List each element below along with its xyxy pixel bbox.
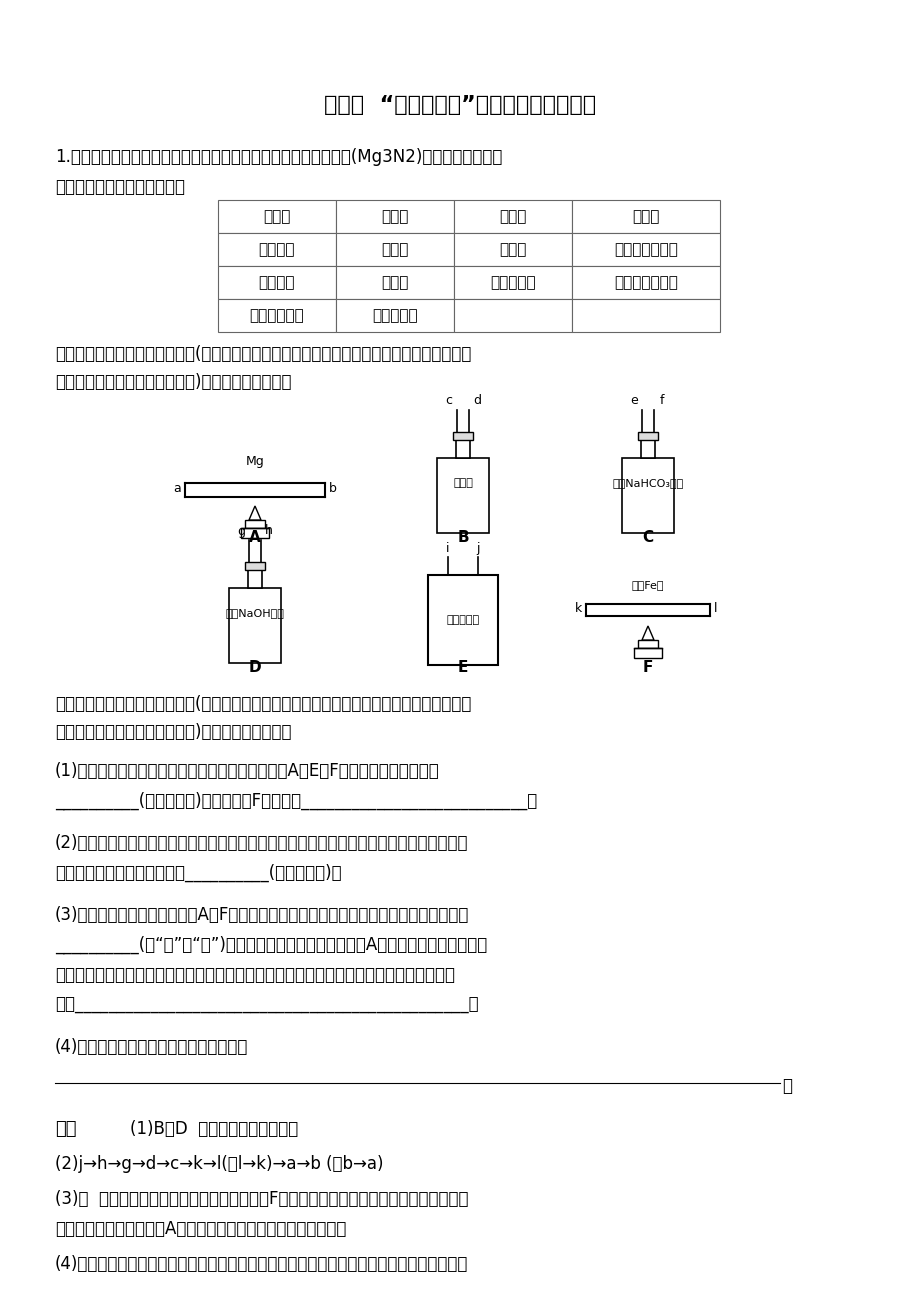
Text: 整套装置的末端与干燥管相连接)，请回答下列问题：: 整套装置的末端与干燥管相连接)，请回答下列问题： — [55, 723, 291, 741]
Bar — [453, 266, 572, 299]
Text: 氢氧化镁和氨气: 氢氧化镁和氨气 — [613, 275, 677, 290]
Text: e: e — [630, 395, 637, 408]
Bar — [218, 233, 335, 266]
Text: 可供选择的装置和药品如图所示(镁粉和还原铁粉均已干燥，装置内所发生的反应都是完全的，: 可供选择的装置和药品如图所示(镁粉和还原铁粉均已干燥，装置内所发生的反应都是完全… — [55, 345, 471, 363]
Text: A: A — [249, 530, 261, 546]
Text: Mg: Mg — [245, 454, 264, 467]
Text: l: l — [713, 602, 717, 615]
Bar — [335, 233, 453, 266]
Text: (2)j→h→g→d→c→k→l(或l→k)→a→b (或b→a): (2)j→h→g→d→c→k→l(或l→k)→a→b (或b→a) — [55, 1155, 383, 1173]
Text: 能除尽，导致氧气与装置A中的镁粉反应，使部分镁生成了氧化镁: 能除尽，导致氧气与装置A中的镁粉反应，使部分镁生成了氧化镁 — [55, 1220, 346, 1238]
Bar — [452, 431, 472, 440]
Text: 镁和氮气: 镁和氮气 — [258, 275, 295, 290]
Text: b: b — [329, 482, 336, 495]
Bar — [244, 561, 265, 569]
Bar — [572, 266, 720, 299]
Text: F: F — [642, 660, 652, 674]
Text: 答案: 答案 — [55, 1120, 76, 1138]
Bar — [453, 233, 572, 266]
Bar — [218, 266, 335, 299]
Text: 浓硫酸: 浓硫酸 — [452, 478, 472, 488]
Bar — [241, 529, 268, 538]
Text: 氮化镁和水: 氮化镁和水 — [490, 275, 535, 290]
Bar — [427, 575, 497, 665]
Text: h: h — [265, 525, 273, 538]
Bar — [633, 648, 662, 658]
Text: 空气储气瓶: 空气储气瓶 — [446, 615, 479, 625]
Text: (3)通入气体后，如果同时点燃A、F装置的酒精灯，对实验结果中所得产品的质量比理论值: (3)通入气体后，如果同时点燃A、F装置的酒精灯，对实验结果中所得产品的质量比理… — [55, 906, 469, 924]
Text: E: E — [458, 660, 468, 674]
Text: C: C — [641, 530, 652, 546]
Text: k: k — [574, 602, 582, 615]
Text: 生成物: 生成物 — [380, 210, 408, 224]
Text: a: a — [173, 482, 181, 495]
Bar — [229, 587, 280, 663]
Text: 。: 。 — [781, 1077, 791, 1095]
Bar — [218, 299, 335, 332]
Text: 置，则气流流经导管的顺序是__________(填字母代号)。: 置，则气流流经导管的顺序是__________(填字母代号)。 — [55, 865, 341, 883]
Bar — [244, 519, 265, 529]
Text: d: d — [472, 395, 481, 408]
Text: (2)连接并检查装置的气密性。实验开始时，打开自来水的开关，将空气从储气瓶压入反应装: (2)连接并检查装置的气密性。实验开始时，打开自来水的开关，将空气从储气瓶压入反… — [55, 835, 468, 852]
Bar — [641, 440, 654, 457]
Text: 饱和NaOH溶液: 饱和NaOH溶液 — [225, 608, 284, 618]
Text: 整套装置的末端与干燥管相连接)，请回答下列问题：: 整套装置的末端与干燥管相连接)，请回答下列问题： — [55, 372, 291, 391]
Polygon shape — [641, 626, 653, 641]
Text: 条件下可能发生的以下反应：: 条件下可能发生的以下反应： — [55, 178, 185, 197]
Text: 有排净，其中的氧气、少量二氧化碳和水蒸气与镁反应，生成了氧化镁和氢氧化镁。另一原: 有排净，其中的氧气、少量二氧化碳和水蒸气与镁反应，生成了氧化镁和氢氧化镁。另一原 — [55, 966, 455, 984]
Bar — [637, 431, 657, 440]
Text: i: i — [446, 542, 449, 555]
Bar — [453, 201, 572, 233]
Text: 饱和NaHCO₃溶液: 饱和NaHCO₃溶液 — [612, 478, 683, 488]
Text: 氧化镁和碳: 氧化镁和碳 — [372, 309, 417, 323]
Text: g: g — [237, 525, 244, 538]
Text: 镁和水: 镁和水 — [499, 242, 526, 256]
Text: __________(填字母代号)；选择装置F的目的是___________________________。: __________(填字母代号)；选择装置F的目的是_____________… — [55, 792, 537, 810]
Bar — [335, 201, 453, 233]
Text: (4)取适量产物放入试管中，滴加蒸馏水，将湿润的红色石蕊试纸靠近试管口，如果试管中的: (4)取适量产物放入试管中，滴加蒸馏水，将湿润的红色石蕊试纸靠近试管口，如果试管… — [55, 1255, 468, 1273]
Text: __________(填“大”或“小”)，其一原因是同时点燃酒精灯，A中硬质玻璃管中的空气没: __________(填“大”或“小”)，其一原因是同时点燃酒精灯，A中硬质玻璃… — [55, 936, 487, 954]
Text: 氢氧化镁和氢气: 氢氧化镁和氢气 — [613, 242, 677, 256]
Text: 反应物: 反应物 — [499, 210, 526, 224]
Text: B: B — [457, 530, 469, 546]
Bar — [456, 440, 470, 457]
Text: 氮化镁: 氮化镁 — [380, 275, 408, 290]
Bar — [572, 299, 720, 332]
Bar — [621, 457, 674, 533]
Text: 镁和二氧化碳: 镁和二氧化碳 — [249, 309, 304, 323]
Text: 因是_______________________________________________。: 因是______________________________________… — [55, 996, 478, 1014]
Text: 生成物: 生成物 — [631, 210, 659, 224]
Bar — [335, 266, 453, 299]
Polygon shape — [249, 506, 261, 519]
Bar — [248, 569, 262, 587]
Bar — [437, 457, 489, 533]
Text: (1)为了实现实验目的，在设计实验方案时，除装置A、E、F外，还应选择的装置有: (1)为了实现实验目的，在设计实验方案时，除装置A、E、F外，还应选择的装置有 — [55, 762, 439, 780]
Text: 反应物: 反应物 — [263, 210, 290, 224]
Text: (1)B、D  为了除去空气中的氧气: (1)B、D 为了除去空气中的氧气 — [130, 1120, 298, 1138]
Text: j: j — [476, 542, 479, 555]
Text: c: c — [445, 395, 452, 408]
Text: 氧化镁: 氧化镁 — [380, 242, 408, 256]
Bar — [218, 201, 335, 233]
Bar — [572, 233, 720, 266]
Text: 可供选择的装置和药品如图所示(镁粉和还原铁粉均已干燥，装置内所发生的反应都是完全的，: 可供选择的装置和药品如图所示(镁粉和还原铁粉均已干燥，装置内所发生的反应都是完全… — [55, 695, 471, 713]
Text: 还原Fe粉: 还原Fe粉 — [631, 579, 664, 590]
Text: 镁和氧气: 镁和氧气 — [258, 242, 295, 256]
Text: (3)大  由于镁全部反应本该生成氮化镁，装置F中的还原铁粉没有达到反应温度时，氧气不: (3)大 由于镁全部反应本该生成氮化镁，装置F中的还原铁粉没有达到反应温度时，氧… — [55, 1190, 468, 1208]
Bar — [453, 299, 572, 332]
Bar — [335, 299, 453, 332]
Text: 题型四  “选择仪器型”定性、定量实验探究: 题型四 “选择仪器型”定性、定量实验探究 — [323, 95, 596, 115]
Text: 1.现拟在实验室里利用空气和镁粉为原料，制取少量纯净的氮化镁(Mg3N2)。已知实验中加热: 1.现拟在实验室里利用空气和镁粉为原料，制取少量纯净的氮化镁(Mg3N2)。已知… — [55, 148, 502, 165]
Text: f: f — [659, 395, 664, 408]
Text: (4)请设计一个实验，验证产物是氮化镁：: (4)请设计一个实验，验证产物是氮化镁： — [55, 1038, 248, 1056]
Text: D: D — [248, 660, 261, 674]
Bar — [572, 201, 720, 233]
Bar — [637, 641, 657, 648]
